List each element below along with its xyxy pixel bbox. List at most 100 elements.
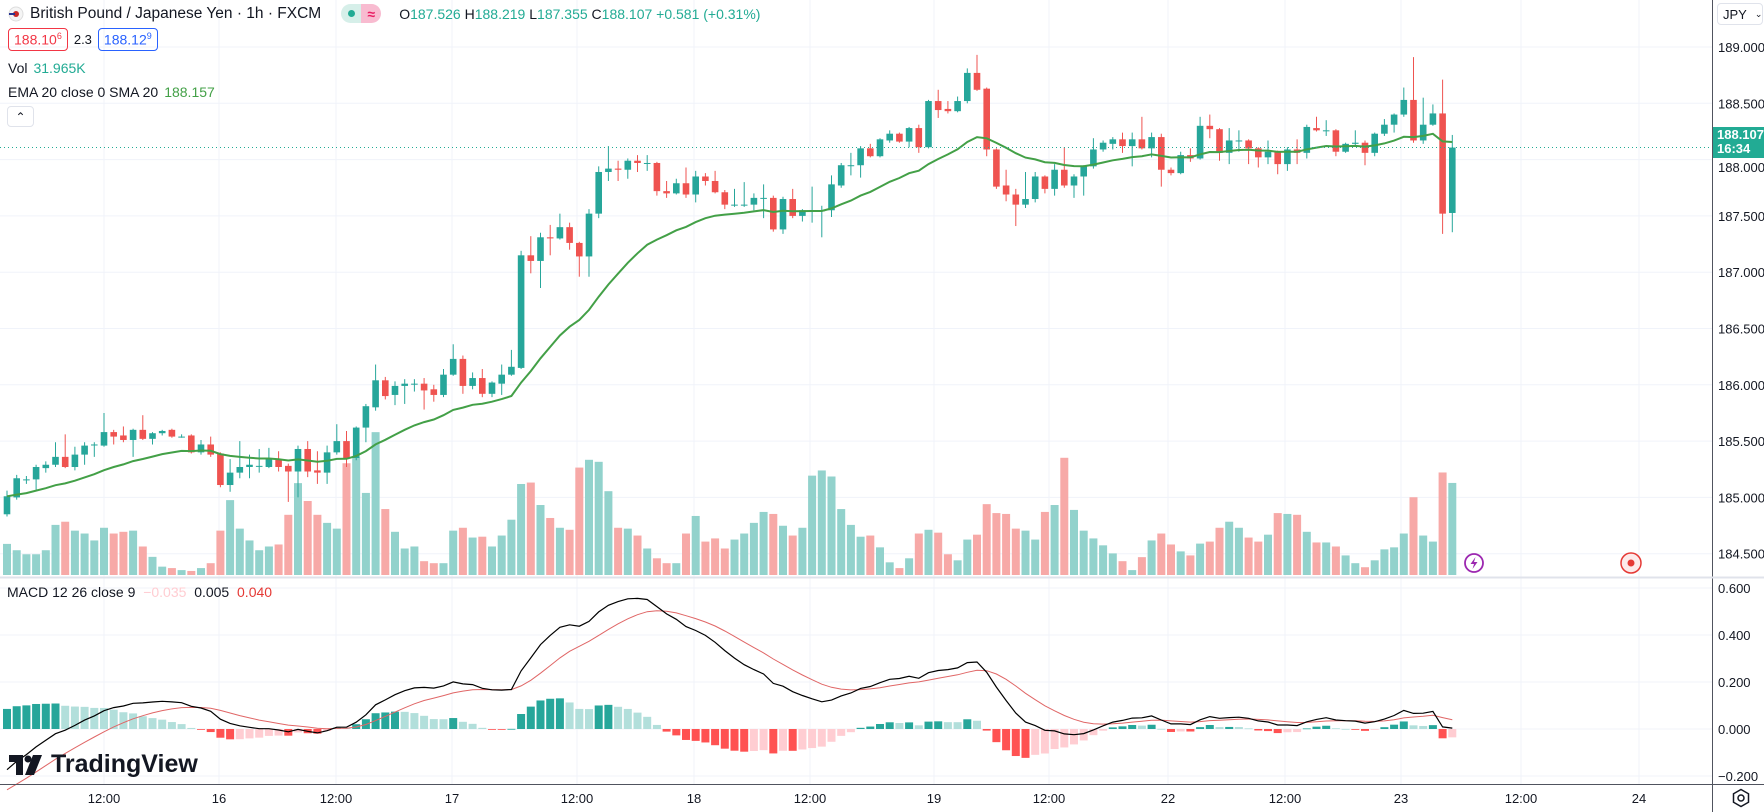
- candle[interactable]: [1167, 167, 1175, 176]
- collapse-legend-button[interactable]: ⌃: [7, 106, 34, 127]
- candle[interactable]: [847, 152, 855, 176]
- candle[interactable]: [149, 432, 156, 445]
- candle[interactable]: [624, 158, 632, 179]
- candle[interactable]: [362, 403, 370, 443]
- candle[interactable]: [1158, 133, 1165, 187]
- candle[interactable]: [634, 155, 641, 172]
- lightning-icon[interactable]: [1464, 553, 1484, 573]
- candle[interactable]: [52, 442, 59, 467]
- candle[interactable]: [915, 124, 923, 153]
- candle[interactable]: [983, 87, 990, 157]
- candle[interactable]: [3, 490, 11, 517]
- candle[interactable]: [1177, 151, 1184, 175]
- candle[interactable]: [721, 190, 729, 210]
- candle[interactable]: [1148, 132, 1155, 158]
- price-axis[interactable]: 189.000 188.500 188.000 187.500 187.000 186.5…: [1718, 40, 1764, 562]
- candle[interactable]: [81, 442, 88, 465]
- candle[interactable]: [479, 369, 486, 398]
- candle[interactable]: [886, 130, 893, 143]
- candle[interactable]: [1245, 139, 1252, 165]
- candle[interactable]: [508, 349, 515, 376]
- ema-legend[interactable]: EMA 20 close 0 SMA 20 188.157: [8, 84, 215, 100]
- candle[interactable]: [556, 213, 564, 240]
- candle[interactable]: [100, 412, 108, 447]
- time-axis[interactable]: 12:00 16 12:00 17 12:00 18 12:00 19 12:00 22 12:00…: [88, 791, 1647, 806]
- candle[interactable]: [1235, 130, 1243, 152]
- candle[interactable]: [1361, 140, 1369, 166]
- candle[interactable]: [857, 146, 864, 178]
- currency-dropdown[interactable]: JPY ⌄: [1717, 3, 1763, 25]
- candle[interactable]: [789, 188, 796, 219]
- candle[interactable]: [1439, 79, 1446, 234]
- candle[interactable]: [973, 54, 981, 91]
- candle[interactable]: [158, 429, 166, 436]
- candle[interactable]: [1216, 128, 1223, 161]
- candle[interactable]: [1206, 114, 1214, 139]
- candle[interactable]: [207, 436, 214, 457]
- candle[interactable]: [1002, 169, 1010, 202]
- candle[interactable]: [925, 99, 932, 149]
- candle[interactable]: [372, 364, 379, 411]
- candle[interactable]: [614, 160, 622, 181]
- candle[interactable]: [401, 379, 408, 404]
- candle[interactable]: [566, 222, 573, 250]
- candle[interactable]: [1051, 164, 1058, 196]
- candle[interactable]: [323, 445, 331, 484]
- candle[interactable]: [197, 439, 205, 455]
- candle[interactable]: [595, 166, 602, 219]
- candle[interactable]: [1352, 130, 1359, 145]
- target-icon[interactable]: [1620, 552, 1642, 574]
- candle[interactable]: [653, 161, 661, 196]
- candle[interactable]: [23, 476, 30, 484]
- candle[interactable]: [1080, 165, 1087, 196]
- candle[interactable]: [1322, 120, 1330, 136]
- candle[interactable]: [1061, 147, 1068, 188]
- candle[interactable]: [740, 182, 748, 207]
- candle[interactable]: [217, 452, 224, 488]
- candle[interactable]: [1099, 140, 1107, 152]
- settings-icon[interactable]: [1731, 788, 1751, 808]
- candle[interactable]: [934, 89, 942, 118]
- candle[interactable]: [1390, 113, 1398, 133]
- candle[interactable]: [682, 167, 690, 198]
- candle[interactable]: [750, 193, 758, 211]
- candle[interactable]: [469, 372, 476, 390]
- candle[interactable]: [1381, 119, 1388, 136]
- candle[interactable]: [430, 384, 438, 402]
- candle[interactable]: [333, 424, 341, 455]
- sell-button[interactable]: 188.106: [8, 28, 68, 51]
- candle[interactable]: [352, 426, 360, 461]
- buy-button[interactable]: 188.129: [97, 28, 158, 51]
- candle[interactable]: [110, 429, 117, 445]
- candle[interactable]: [517, 250, 525, 370]
- status-pill[interactable]: ≈: [341, 4, 382, 23]
- candle[interactable]: [1128, 132, 1136, 167]
- candle[interactable]: [1449, 134, 1456, 233]
- candle[interactable]: [139, 415, 147, 440]
- candle[interactable]: [71, 446, 79, 471]
- macd-axis[interactable]: 0.600 0.400 0.200 0.000 −0.200: [1718, 581, 1758, 784]
- candle[interactable]: [1313, 116, 1320, 132]
- candle[interactable]: [702, 173, 709, 186]
- candle[interactable]: [1022, 171, 1029, 209]
- candle[interactable]: [1070, 174, 1078, 198]
- candle[interactable]: [1196, 116, 1204, 160]
- volume-legend[interactable]: Vol 31.965K: [8, 60, 86, 76]
- candle[interactable]: [1041, 175, 1049, 194]
- candle[interactable]: [391, 381, 399, 406]
- candle[interactable]: [867, 143, 874, 158]
- candle[interactable]: [440, 369, 447, 398]
- candle[interactable]: [643, 155, 651, 171]
- candle[interactable]: [449, 344, 457, 376]
- candle[interactable]: [120, 426, 127, 443]
- candle[interactable]: [1410, 57, 1417, 143]
- candle[interactable]: [1012, 188, 1020, 227]
- candle[interactable]: [605, 146, 612, 181]
- candle[interactable]: [343, 430, 350, 467]
- candle[interactable]: [779, 196, 787, 234]
- candle[interactable]: [1303, 124, 1311, 159]
- candle[interactable]: [1274, 150, 1281, 175]
- candle[interactable]: [275, 451, 282, 472]
- candle[interactable]: [1429, 104, 1437, 126]
- candle[interactable]: [285, 463, 292, 502]
